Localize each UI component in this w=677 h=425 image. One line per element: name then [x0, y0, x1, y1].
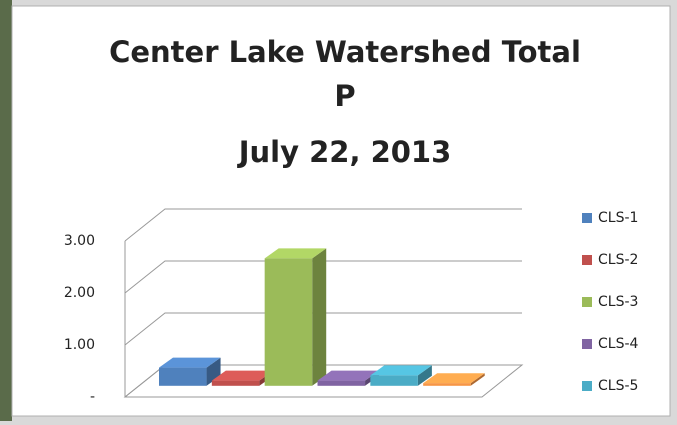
- bar-top: [317, 370, 380, 381]
- legend-swatch: [582, 339, 592, 349]
- bar-top: [264, 248, 327, 259]
- grid-line: [124, 312, 522, 346]
- bar-top: [159, 357, 221, 368]
- y-tick-label: 3.00: [64, 233, 95, 249]
- bar: [211, 380, 260, 386]
- grid-line: [124, 260, 522, 294]
- y-tick-label: -: [90, 389, 95, 405]
- bar-side: [312, 248, 327, 386]
- legend-swatch: [582, 297, 592, 307]
- chart-title: P: [334, 79, 355, 113]
- legend-swatch: [582, 213, 592, 223]
- chart-title: Center Lake Watershed Total: [109, 35, 581, 69]
- bar-side: [470, 373, 485, 386]
- bar-top: [423, 373, 485, 384]
- chart-title: July 22, 2013: [237, 135, 452, 169]
- legend-label: CLS-1: [598, 210, 638, 226]
- y-tick-label: 1.00: [64, 337, 95, 353]
- bar: [370, 375, 418, 386]
- legend-label: CLS-3: [598, 294, 638, 310]
- legend-swatch: [582, 255, 592, 265]
- legend-swatch: [582, 381, 592, 391]
- bar: [264, 258, 313, 386]
- chart-area: [11, 5, 671, 417]
- legend-label: CLS-2: [598, 252, 638, 268]
- bar-top: [370, 365, 432, 376]
- bar: [317, 380, 366, 386]
- bar: [159, 367, 207, 386]
- grid-line: [124, 208, 522, 242]
- y-tick-label: 2.00: [64, 285, 95, 301]
- photo-edge: [0, 0, 12, 421]
- bar: [423, 383, 471, 386]
- bar-side: [417, 365, 432, 386]
- legend-label: CLS-4: [598, 336, 639, 352]
- bar-top: [211, 370, 274, 381]
- bar-side: [206, 357, 221, 386]
- legend-label: CLS-5: [598, 378, 638, 394]
